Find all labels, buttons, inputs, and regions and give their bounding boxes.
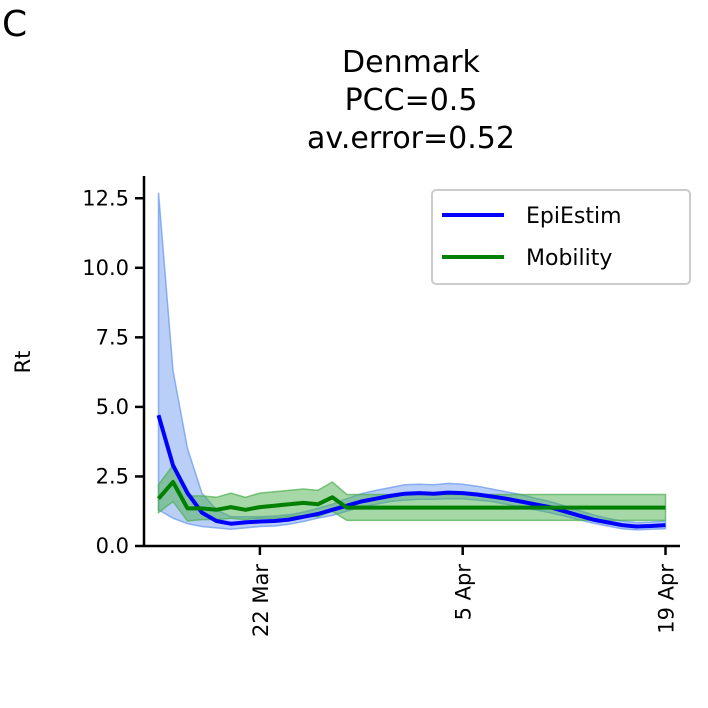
legend: EpiEstim Mobility [431, 189, 691, 285]
y-axis-label: Rt [11, 351, 35, 374]
legend-label-mobility: Mobility [526, 246, 612, 271]
series-lines [156, 414, 666, 529]
y-tick-label: 10.0 [82, 256, 129, 280]
chart-title-country: Denmark [342, 45, 481, 80]
mobility-line [156, 480, 666, 512]
chart-title-pcc: PCC=0.5 [345, 83, 478, 118]
x-tick-label: 19 Apr [655, 564, 679, 634]
y-tick-label: 0.0 [96, 534, 129, 558]
legend-label-epiestim: EpiEstim [526, 204, 622, 229]
x-tick-label: 5 Apr [452, 564, 476, 621]
y-tick-label: 5.0 [96, 395, 129, 419]
epiestim-line [156, 414, 666, 529]
y-tick-label: 2.5 [96, 464, 129, 488]
chart-title-error: av.error=0.52 [307, 121, 515, 156]
panel-label: C [2, 4, 27, 45]
y-ticks: 0.0 2.5 5.0 7.5 10.0 12.5 [82, 186, 144, 558]
y-tick-label: 12.5 [82, 186, 129, 210]
x-ticks: 22 Mar 5 Apr 19 Apr [249, 546, 679, 637]
y-tick-label: 7.5 [96, 325, 129, 349]
x-tick-label: 22 Mar [249, 564, 273, 637]
